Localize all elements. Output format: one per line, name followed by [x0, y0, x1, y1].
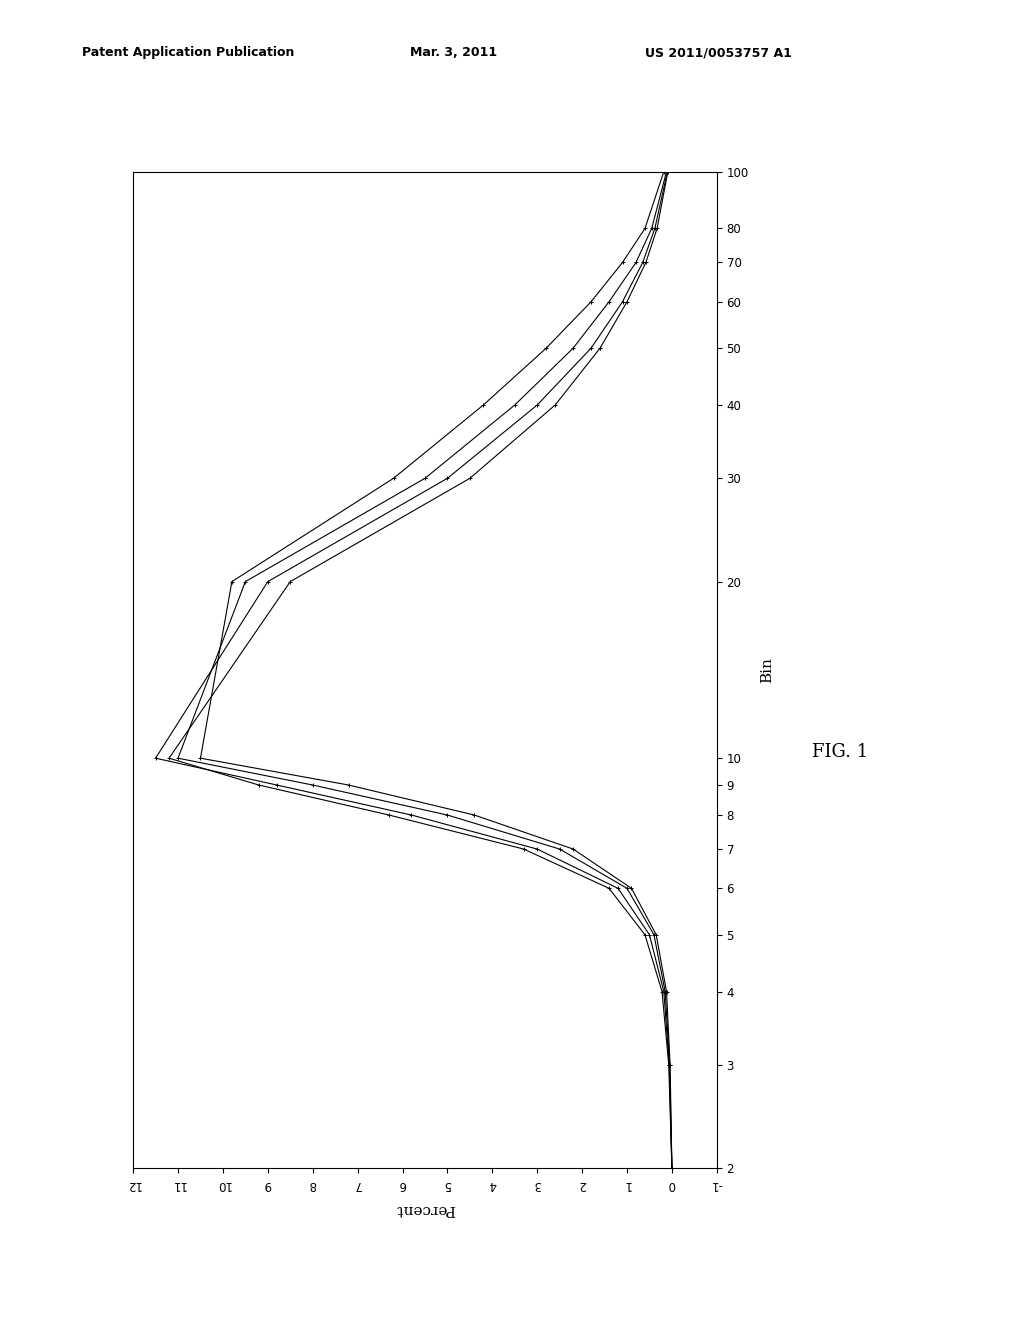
Text: Mar. 3, 2011: Mar. 3, 2011 — [410, 46, 497, 59]
Y-axis label: Bin: Bin — [760, 657, 774, 682]
X-axis label: Percent: Percent — [395, 1203, 455, 1216]
Text: FIG. 1: FIG. 1 — [812, 743, 867, 762]
Text: US 2011/0053757 A1: US 2011/0053757 A1 — [645, 46, 792, 59]
Text: Patent Application Publication: Patent Application Publication — [82, 46, 294, 59]
